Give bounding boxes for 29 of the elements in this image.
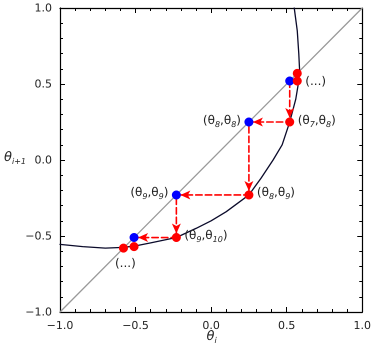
annotation: (θ$_{7}$,θ$_{8}$) bbox=[298, 112, 336, 130]
x-tick-label: −0.5 bbox=[122, 319, 149, 332]
annotation: (θ$_{8}$,θ$_{9}$) bbox=[256, 185, 295, 204]
annotation: (θ$_{9}$,θ$_{10}$) bbox=[184, 228, 228, 246]
point bbox=[172, 190, 181, 200]
y-axis-title: θ$_{i+1}$ bbox=[4, 150, 26, 168]
point bbox=[130, 242, 139, 252]
point bbox=[292, 76, 302, 86]
annotation: (θ$_{9}$,θ$_{9}$) bbox=[130, 185, 168, 204]
point bbox=[130, 233, 139, 242]
x-axis-title: θ$_{i}$ bbox=[206, 329, 217, 347]
x-tick-label: 0.5 bbox=[278, 319, 296, 332]
x-tick-label: −1.0 bbox=[46, 319, 74, 332]
point bbox=[118, 244, 128, 253]
point bbox=[244, 190, 254, 200]
point bbox=[285, 118, 294, 126]
y-tick-label: −0.5 bbox=[25, 230, 52, 242]
point bbox=[244, 118, 254, 126]
point bbox=[172, 233, 181, 242]
x-tick-label: 1.0 bbox=[354, 319, 372, 332]
y-tick-label: 0.5 bbox=[34, 78, 52, 90]
annotation: (θ$_{8}$,θ$_{8}$) bbox=[202, 112, 241, 130]
y-tick-label: 1.0 bbox=[34, 2, 52, 14]
y-tick-label: 0.0 bbox=[34, 154, 52, 166]
point bbox=[285, 76, 294, 86]
point bbox=[292, 68, 302, 78]
annotation: (...) bbox=[114, 256, 136, 270]
y-tick-label: −1.0 bbox=[25, 306, 52, 318]
annotation: (...) bbox=[305, 74, 326, 88]
